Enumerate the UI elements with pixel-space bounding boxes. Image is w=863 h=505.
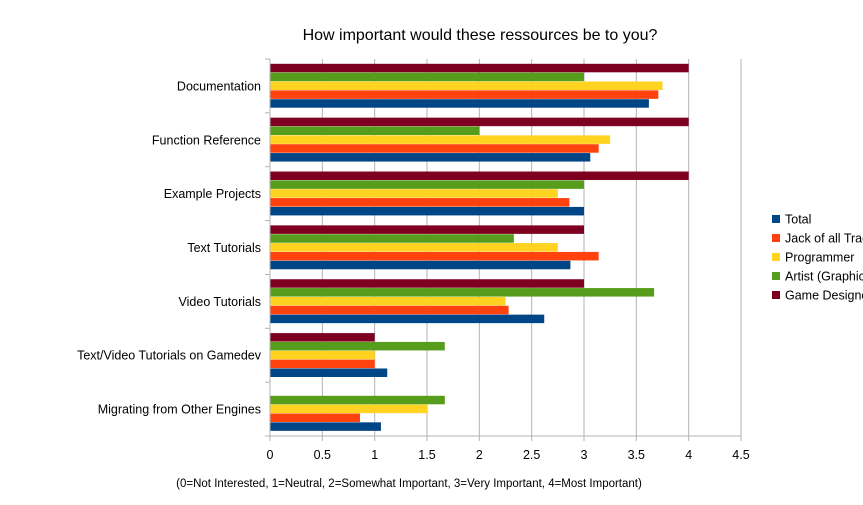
- category-labels: Documentation Function Reference Example P…: [77, 79, 262, 416]
- bar: [270, 225, 584, 234]
- bar: [270, 90, 659, 99]
- category-label: Migrating from Other Engines: [98, 403, 261, 417]
- axes: [265, 58, 741, 437]
- bar: [270, 279, 584, 288]
- category-label: Text Tutorials: [187, 241, 261, 255]
- category-label: Example Projects: [164, 187, 261, 201]
- category-label: Function Reference: [152, 133, 261, 147]
- legend-label: Programmer: [785, 251, 854, 265]
- bar: [270, 251, 599, 261]
- x-tick-labels: 0 0.5 1 1.5 2 2.5 3 3.5 4 4.5: [267, 448, 750, 462]
- x-tick-label: 1.5: [418, 448, 435, 462]
- bar: [270, 189, 558, 198]
- legend-swatch: [772, 291, 780, 299]
- legend-label: Total: [785, 213, 811, 227]
- bar: [270, 171, 689, 181]
- bar: [270, 117, 689, 127]
- bar: [270, 422, 381, 431]
- bar: [270, 333, 375, 342]
- legend-swatch: [772, 215, 780, 223]
- bar: [270, 126, 480, 136]
- legend-swatch: [772, 272, 780, 280]
- legend-swatch: [772, 253, 780, 261]
- legend: Total Jack of all Trades Programmer Artist …: [772, 213, 863, 303]
- bar: [270, 260, 571, 270]
- bar: [270, 180, 584, 189]
- x-tick-label: 3: [581, 448, 588, 462]
- bar: [270, 99, 649, 108]
- bar: [270, 296, 506, 306]
- x-axis-label: (0=Not Interested, 1=Neutral, 2=Somewhat…: [176, 478, 642, 490]
- category-label: Text/Video Tutorials on Gamedev: [77, 349, 262, 363]
- legend-swatch: [772, 234, 780, 242]
- bar: [270, 341, 445, 351]
- category-label: Documentation: [177, 79, 261, 93]
- legend-items: Total Jack of all Trades Programmer Artist …: [772, 213, 863, 303]
- bar: [270, 153, 591, 162]
- bar: [270, 63, 689, 73]
- legend-label: Game Designer: [785, 289, 863, 303]
- bar: [270, 395, 445, 405]
- bar: [270, 314, 545, 324]
- bar: [270, 359, 375, 369]
- chart-title: How important would these ressources be …: [303, 27, 658, 44]
- bar: [270, 350, 375, 360]
- bar: [270, 305, 509, 315]
- bar: [270, 206, 584, 216]
- bar: [270, 72, 584, 82]
- x-tick-label: 4: [685, 448, 692, 462]
- bars: [270, 63, 689, 431]
- category-label: Video Tutorials: [179, 295, 261, 309]
- bar: [270, 243, 558, 252]
- bar: [270, 135, 611, 144]
- x-tick-label: 1: [371, 448, 378, 462]
- x-tick-label: 4.5: [732, 448, 749, 462]
- bar: [270, 144, 599, 153]
- bar: [270, 234, 514, 243]
- bar: [270, 404, 427, 414]
- bar: [270, 81, 663, 91]
- bar: [270, 288, 655, 297]
- x-tick-label: 3.5: [628, 448, 645, 462]
- x-tick-label: 0.5: [314, 448, 331, 462]
- legend-label: Jack of all Trades: [785, 232, 863, 246]
- bar: [270, 368, 388, 377]
- legend-label: Artist (Graphics): [785, 270, 863, 284]
- x-tick-label: 0: [267, 448, 274, 462]
- x-tick-label: 2.5: [523, 448, 540, 462]
- x-tick-label: 2: [476, 448, 483, 462]
- bar: [270, 413, 361, 422]
- bar: [270, 198, 570, 207]
